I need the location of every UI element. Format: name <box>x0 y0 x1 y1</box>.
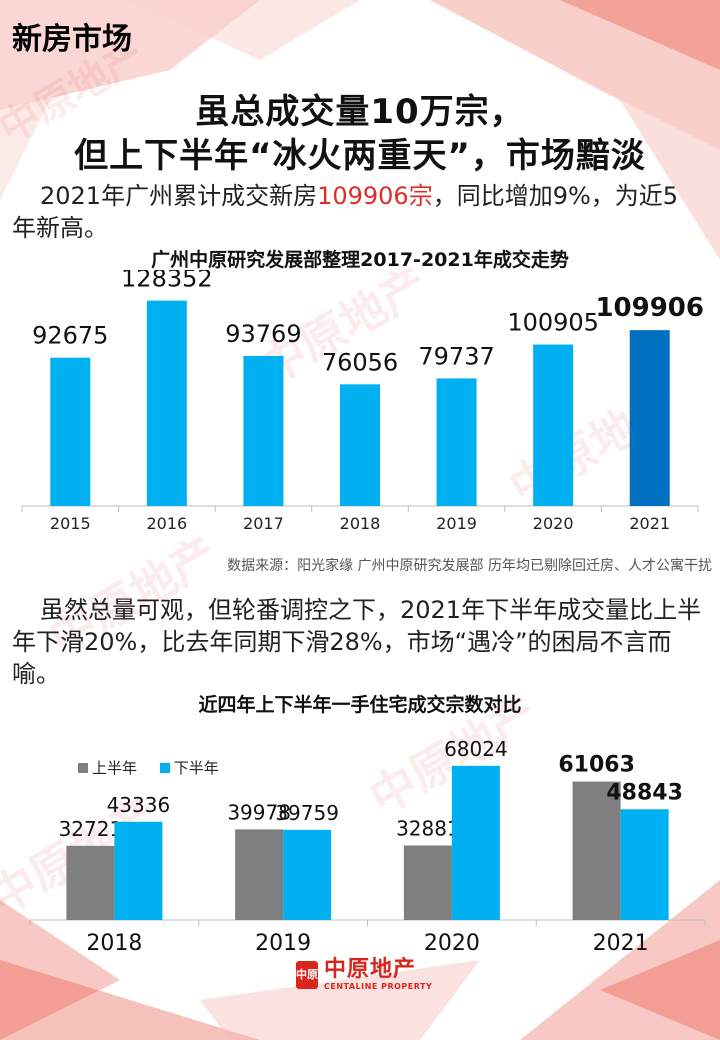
x-tick-label: 2019 <box>255 931 311 956</box>
paragraph-1-highlight: 109906宗 <box>317 182 433 210</box>
bar-2019 <box>436 378 477 506</box>
bar-value-label: 92675 <box>32 322 108 350</box>
section-tag: 新房市场 <box>12 22 132 57</box>
bar-value-label: 68024 <box>444 737 508 761</box>
bar-value-label: 39759 <box>275 801 339 825</box>
legend-item-first-half: 上半年 <box>78 757 137 778</box>
legend-item-second-half: 下半年 <box>159 757 219 778</box>
bar-2020 <box>533 344 574 506</box>
x-tick-label: 2021 <box>593 931 649 956</box>
logo-mark-icon: 中原 <box>296 960 318 989</box>
paragraph-1-part1: 2021年广州累计成交新房 <box>40 182 318 210</box>
chart2-title: 近四年上下半年一手住宅成交宗数对比 <box>198 694 522 716</box>
headline-line2: 但上下半年“冰火两重天”，市场黯淡 <box>74 136 646 176</box>
bar-2020-h2 <box>451 765 500 920</box>
bar-value-label: 43336 <box>107 793 171 817</box>
logo-english: CENTALINE PROPERTY <box>324 982 433 991</box>
paragraph-2: 虽然总量可观，但轮番调控之下，2021年下半年成交量比上半年下滑20%，比去年同… <box>12 596 702 688</box>
logo-chinese: 中原地产 <box>324 957 417 982</box>
bar-value-label: 109906 <box>595 293 704 323</box>
bar-value-label: 61063 <box>558 753 635 778</box>
bar-value-label: 48843 <box>606 780 683 805</box>
bar-2015 <box>50 357 91 506</box>
bar-value-label: 32721 <box>59 817 123 841</box>
chart2-legend: 上半年 下半年 <box>78 757 237 778</box>
centaline-logo: 中原 中原地产 CENTALINE PROPERTY <box>296 958 432 991</box>
x-tick-label: 2016 <box>146 514 187 533</box>
bar-value-label: 93769 <box>225 320 301 348</box>
chart1-title: 广州中原研究发展部整理2017-2021年成交走势 <box>151 249 569 271</box>
legend-swatch <box>159 762 170 773</box>
x-tick-label: 2015 <box>50 514 91 533</box>
bar-2021-h2 <box>620 809 669 920</box>
bar-2018-h2 <box>114 821 163 920</box>
bar-2018 <box>340 384 380 506</box>
x-tick-label: 2019 <box>436 514 477 533</box>
x-tick-label: 2021 <box>629 514 670 533</box>
paragraph-1: 2021年广州累计成交新房109906宗，同比增加9%，为近5年新高。 <box>12 180 702 244</box>
bar-value-label: 76056 <box>322 348 398 376</box>
bar-value-label: 32881 <box>396 816 460 840</box>
bar-value-label: 128352 <box>121 270 213 293</box>
paragraph-1-part2: ，同比增加9%，为近5年新高。 <box>12 182 679 242</box>
bar-value-label: 100905 <box>507 309 599 337</box>
x-tick-label: 2020 <box>533 514 574 533</box>
bar-value-label: 39978 <box>227 800 291 824</box>
bar-2021-h1 <box>572 781 621 920</box>
x-tick-label: 2018 <box>86 931 142 956</box>
bar-2018-h1 <box>66 845 115 920</box>
bar-2019-h2 <box>283 829 332 920</box>
legend-label: 下半年 <box>173 759 219 777</box>
legend-swatch <box>78 762 88 773</box>
bar-2020-h1 <box>403 845 452 920</box>
x-tick-label: 2020 <box>424 931 480 956</box>
headline-line1: 虽总成交量10万宗， <box>195 92 525 132</box>
bar-2017 <box>243 355 284 506</box>
bar-2016 <box>146 300 187 506</box>
bar-2021 <box>629 330 670 506</box>
legend-label: 上半年 <box>92 759 138 777</box>
chart-1: 92675 2015 128352 2016 93769 2017 76056 2018 797… <box>21 270 704 533</box>
bar-value-label: 79737 <box>418 342 494 370</box>
bar-2019-h1 <box>235 829 284 920</box>
x-tick-label: 2018 <box>340 514 381 533</box>
x-tick-label: 2017 <box>243 514 284 533</box>
source-note: 数据来源：阳光家缘 广州中原研究发展部 历年均已剔除回迁房、人才公寓干扰 <box>227 558 712 574</box>
